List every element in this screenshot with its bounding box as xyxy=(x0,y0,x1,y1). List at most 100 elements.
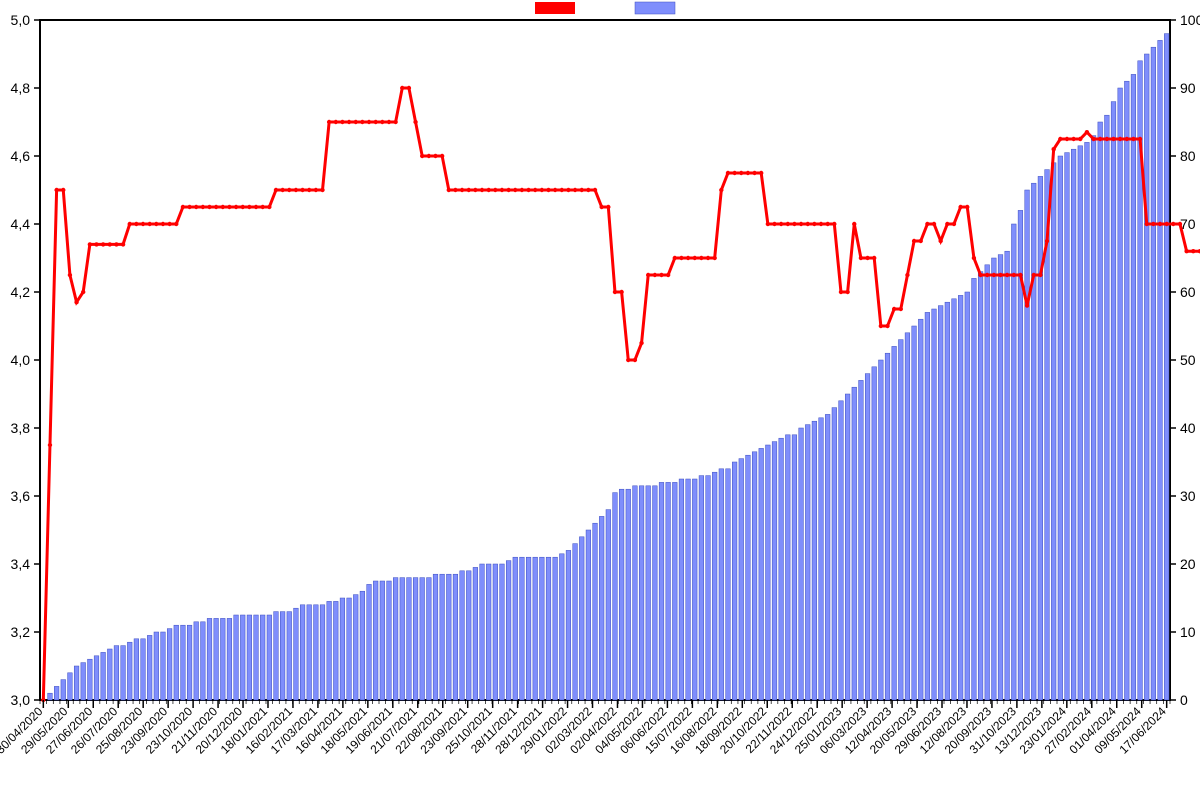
line-marker xyxy=(513,188,517,192)
line-marker xyxy=(892,307,896,311)
bar xyxy=(247,615,252,700)
line-marker xyxy=(573,188,577,192)
bar xyxy=(792,435,797,700)
bar xyxy=(932,309,937,700)
bar xyxy=(300,605,305,700)
line-marker xyxy=(972,256,976,260)
line-marker xyxy=(839,290,843,294)
bar xyxy=(785,435,790,700)
line-marker xyxy=(480,188,484,192)
y-right-tick-label: 90 xyxy=(1180,80,1196,96)
line-marker xyxy=(772,222,776,226)
bar xyxy=(486,564,491,700)
line-marker xyxy=(1131,137,1135,141)
bar xyxy=(626,489,631,700)
bar xyxy=(559,554,564,700)
line-marker xyxy=(380,120,384,124)
line-marker xyxy=(134,222,138,226)
line-marker xyxy=(786,222,790,226)
bar xyxy=(759,448,764,700)
line-marker xyxy=(639,341,643,345)
bar xyxy=(606,510,611,700)
chart-container: 3,03,23,43,63,84,04,24,44,64,85,00102030… xyxy=(0,0,1200,800)
line-marker xyxy=(420,154,424,158)
line-marker xyxy=(94,242,98,246)
line-marker xyxy=(74,300,78,304)
line-marker xyxy=(732,171,736,175)
bar xyxy=(992,258,997,700)
bar xyxy=(234,615,239,700)
bar xyxy=(1091,136,1096,700)
bar xyxy=(314,605,319,700)
bar xyxy=(1144,54,1149,700)
bar xyxy=(719,469,724,700)
line-marker xyxy=(407,86,411,90)
line-marker xyxy=(413,120,417,124)
line-marker xyxy=(493,188,497,192)
y-right-tick-label: 0 xyxy=(1180,692,1188,708)
line-marker xyxy=(792,222,796,226)
bar xyxy=(586,530,591,700)
y-right-tick-label: 40 xyxy=(1180,420,1196,436)
bar xyxy=(1118,88,1123,700)
line-marker xyxy=(147,222,151,226)
line-marker xyxy=(746,171,750,175)
line-marker xyxy=(181,205,185,209)
line-marker xyxy=(1058,137,1062,141)
line-marker xyxy=(367,120,371,124)
line-marker xyxy=(486,188,490,192)
line-marker xyxy=(679,256,683,260)
line-marker xyxy=(1051,147,1055,151)
line-marker xyxy=(294,188,298,192)
bar xyxy=(613,493,618,700)
line-marker xyxy=(161,222,165,226)
line-marker xyxy=(1111,137,1115,141)
line-marker xyxy=(520,188,524,192)
bar xyxy=(1071,149,1076,700)
bar xyxy=(952,299,957,700)
bar xyxy=(520,557,525,700)
bar xyxy=(480,564,485,700)
bar xyxy=(892,346,897,700)
bar xyxy=(347,598,352,700)
line-marker xyxy=(919,239,923,243)
line-marker xyxy=(500,188,504,192)
line-marker xyxy=(885,324,889,328)
line-marker xyxy=(1138,137,1142,141)
line-marker xyxy=(187,205,191,209)
line-marker xyxy=(1091,137,1095,141)
line-marker xyxy=(825,222,829,226)
line-marker xyxy=(593,188,597,192)
y-left-tick-label: 3,0 xyxy=(11,692,31,708)
bar xyxy=(407,578,412,700)
y-right-tick-label: 10 xyxy=(1180,624,1196,640)
line-marker xyxy=(1005,273,1009,277)
bar xyxy=(706,476,711,700)
line-marker xyxy=(580,188,584,192)
bar xyxy=(1025,190,1030,700)
bar xyxy=(546,557,551,700)
y-left-tick-label: 4,4 xyxy=(11,216,31,232)
bar xyxy=(699,476,704,700)
bar xyxy=(240,615,245,700)
line-marker xyxy=(241,205,245,209)
bar xyxy=(666,482,671,700)
line-marker xyxy=(799,222,803,226)
bar xyxy=(859,380,864,700)
line-marker xyxy=(879,324,883,328)
bar xyxy=(1158,40,1163,700)
bar xyxy=(746,455,751,700)
y-right-tick-label: 50 xyxy=(1180,352,1196,368)
line-marker xyxy=(998,273,1002,277)
bar xyxy=(540,557,545,700)
line-marker xyxy=(320,188,324,192)
line-marker xyxy=(1032,273,1036,277)
line-marker xyxy=(938,239,942,243)
bar xyxy=(732,462,737,700)
line-marker xyxy=(985,273,989,277)
bar xyxy=(1085,142,1090,700)
y-left-tick-label: 3,2 xyxy=(11,624,31,640)
line-marker xyxy=(693,256,697,260)
bar xyxy=(1164,34,1169,700)
line-marker xyxy=(712,256,716,260)
